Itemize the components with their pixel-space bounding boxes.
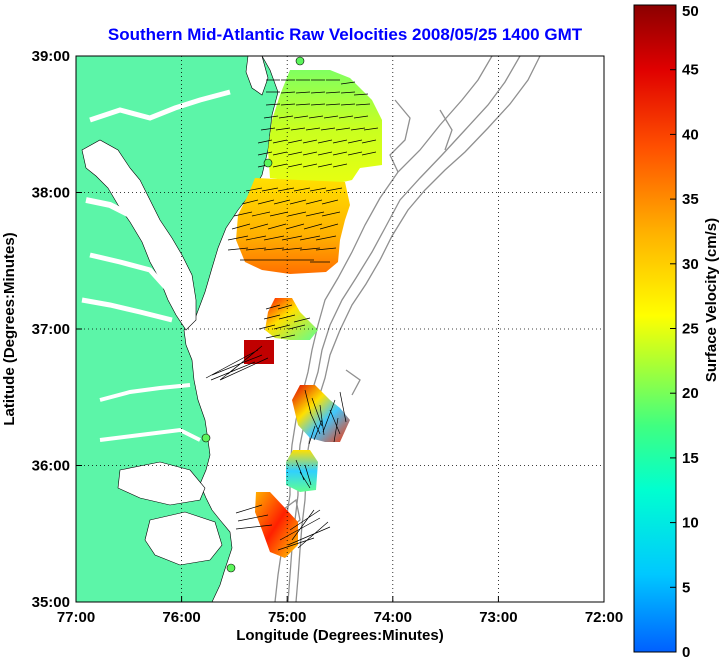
y-axis-label: Latitude (Degrees:Minutes)	[1, 232, 18, 425]
colorbar-label: Surface Velocity (cm/s)	[703, 218, 720, 382]
velocity-field	[268, 70, 382, 185]
colorbar	[633, 4, 677, 653]
colorbar-tick-label: 25	[682, 321, 699, 338]
tick-marks	[76, 192, 499, 602]
colorbar-tick-label: 15	[682, 450, 699, 467]
sound	[144, 511, 223, 566]
sound	[117, 461, 206, 506]
y-tick-label: 35:00	[32, 594, 70, 611]
river	[89, 89, 231, 123]
station-marker	[226, 563, 236, 573]
station-marker	[295, 56, 305, 66]
x-axis-label: Longitude (Degrees:Minutes)	[236, 627, 444, 644]
station-markers	[201, 56, 305, 573]
chart-title: Southern Mid-Atlantic Raw Velocities 200…	[108, 25, 583, 44]
y-tick-label: 37:00	[32, 321, 70, 338]
velocity-field	[255, 492, 298, 558]
vector-group	[227, 187, 343, 263]
x-tick-label: 77:00	[57, 609, 95, 626]
velocity-field	[286, 450, 318, 492]
x-tick-label: 73:00	[479, 609, 517, 626]
vector-group	[205, 304, 311, 381]
colorbar-tick-label: 40	[682, 126, 699, 143]
map-area	[76, 56, 604, 602]
x-tick-label: 72:00	[585, 609, 623, 626]
river	[99, 427, 201, 442]
y-tick-label: 38:00	[32, 185, 70, 202]
vector-group	[257, 79, 379, 168]
y-tick-label: 39:00	[32, 48, 70, 65]
vector-group	[295, 389, 347, 489]
colorbar-tick-label: 30	[682, 256, 699, 273]
station-marker	[201, 433, 211, 443]
station-marker	[263, 158, 273, 168]
colorbar-tick-label: 5	[682, 579, 690, 596]
grid-lines	[76, 56, 604, 602]
x-tick-labels: 77:00 76:00 75:00 74:00 73:00 72:00	[57, 609, 623, 626]
colorbar-tick-label: 45	[682, 62, 699, 79]
river	[99, 383, 191, 402]
x-tick-label: 76:00	[162, 609, 200, 626]
bathymetry-contours	[274, 56, 541, 602]
velocity-field	[265, 298, 318, 340]
x-tick-label: 74:00	[374, 609, 412, 626]
delaware-bay	[245, 56, 269, 96]
vector-group	[235, 504, 331, 551]
colorbar-tick-label: 0	[682, 644, 690, 659]
colorbar-tick-label: 10	[682, 515, 699, 532]
colorbar-tick-label: 35	[682, 191, 699, 208]
colorbar-tick-label: 20	[682, 385, 699, 402]
y-tick-labels: 39:00 38:00 37:00 36:00 35:00	[32, 48, 70, 611]
chesapeake-bay	[81, 139, 197, 331]
river	[85, 197, 147, 231]
y-tick-label: 36:00	[32, 458, 70, 475]
x-tick-label: 75:00	[268, 609, 306, 626]
river	[89, 252, 170, 292]
colorbar-tick-label: 50	[682, 3, 699, 20]
river	[81, 297, 173, 323]
velocity-vectors	[205, 79, 379, 551]
